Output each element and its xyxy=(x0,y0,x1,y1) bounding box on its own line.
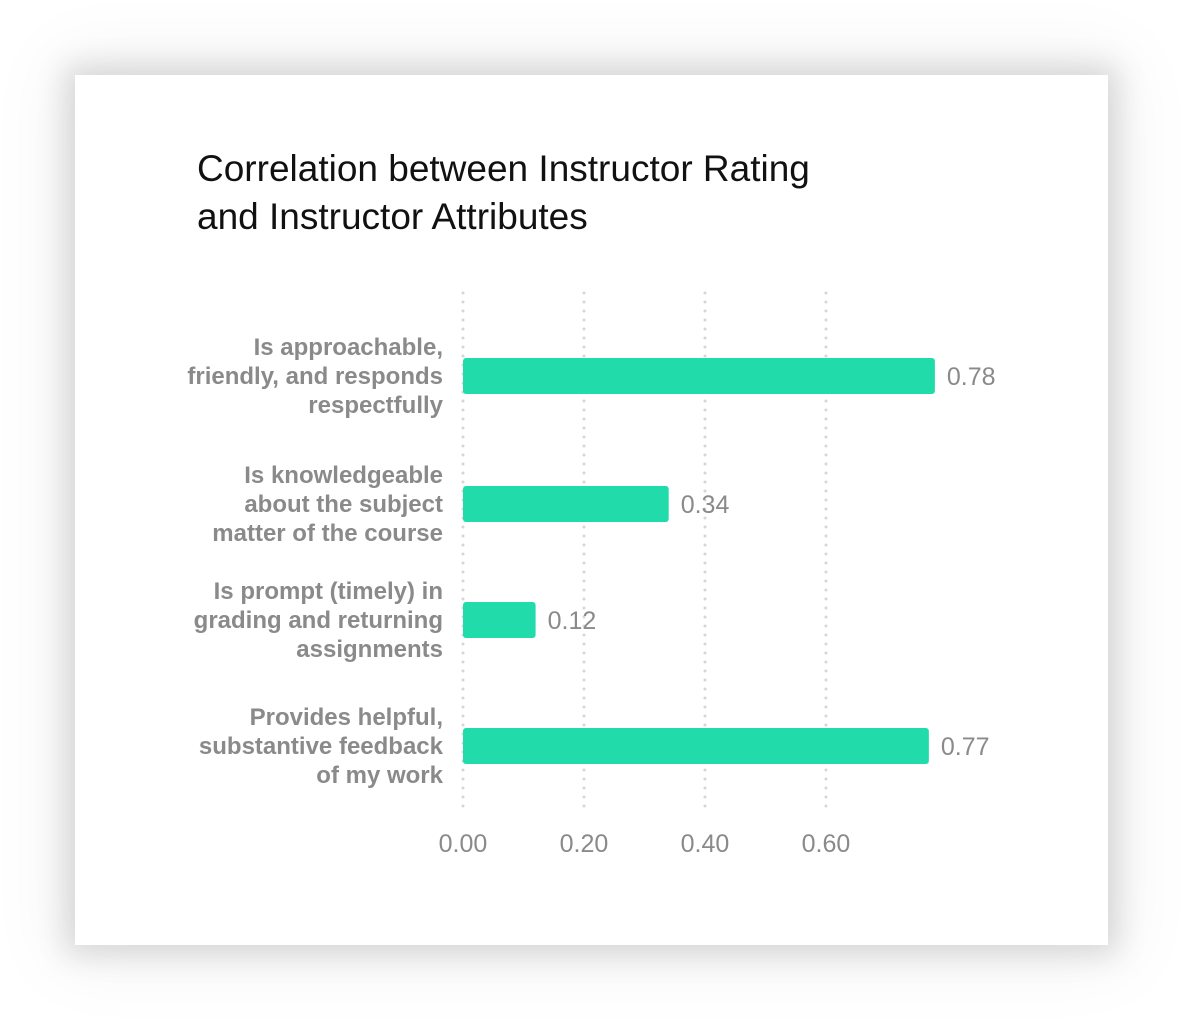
chart-card: Correlation between Instructor Rating an… xyxy=(75,75,1108,945)
bar-3 xyxy=(463,728,929,764)
category-label-1-line-1: about the subject xyxy=(244,491,443,518)
bar-1 xyxy=(463,486,669,522)
value-label-2: 0.12 xyxy=(548,607,597,635)
category-label-2-line-0: Is prompt (timely) in xyxy=(214,578,443,605)
category-label-1-line-0: Is knowledgeable xyxy=(244,462,443,489)
value-label-1: 0.34 xyxy=(681,491,730,519)
category-label-0-line-2: respectfully xyxy=(308,392,443,419)
bar-0 xyxy=(463,358,935,394)
chart-title-line-2: and Instructor Attributes xyxy=(197,196,588,237)
x-tick-label-1: 0.20 xyxy=(560,830,609,858)
category-label-2-line-2: assignments xyxy=(296,636,443,663)
chart-title: Correlation between Instructor Rating an… xyxy=(197,145,957,241)
category-label-3-line-1: substantive feedback xyxy=(199,733,444,760)
bar-2 xyxy=(463,602,536,638)
x-tick-label-2: 0.40 xyxy=(681,830,730,858)
category-label-2-line-1: grading and returning xyxy=(194,607,443,634)
value-label-0: 0.78 xyxy=(947,363,996,391)
category-label-3-line-2: of my work xyxy=(316,762,443,789)
category-label-3-line-0: Provides helpful, xyxy=(250,704,443,731)
category-label-0-line-0: Is approachable, xyxy=(254,334,443,361)
category-label-0-line-1: friendly, and responds xyxy=(187,363,443,390)
category-label-1-line-2: matter of the course xyxy=(212,520,443,547)
x-tick-label-0: 0.00 xyxy=(439,830,488,858)
x-tick-label-3: 0.60 xyxy=(802,830,851,858)
chart-title-line-1: Correlation between Instructor Rating xyxy=(197,148,810,189)
value-label-3: 0.77 xyxy=(941,733,990,761)
bar-chart: 0.00 0.20 0.40 0.60 0.78 Is approachable,frie… xyxy=(187,291,996,858)
